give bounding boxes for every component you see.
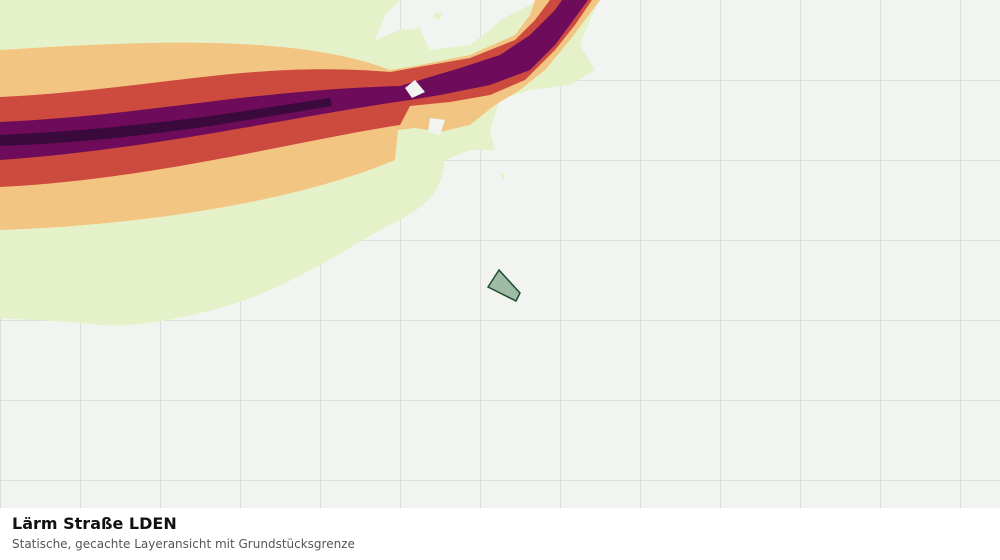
parcel-boundary[interactable] xyxy=(486,268,521,303)
footer: Lärm Straße LDEN Statische, gecachte Lay… xyxy=(0,508,1000,560)
layer-subtitle: Statische, gecachte Layeransicht mit Gru… xyxy=(12,537,355,551)
noise-layer xyxy=(0,0,600,326)
map xyxy=(0,0,1000,508)
layer-title: Lärm Straße LDEN xyxy=(12,514,177,533)
